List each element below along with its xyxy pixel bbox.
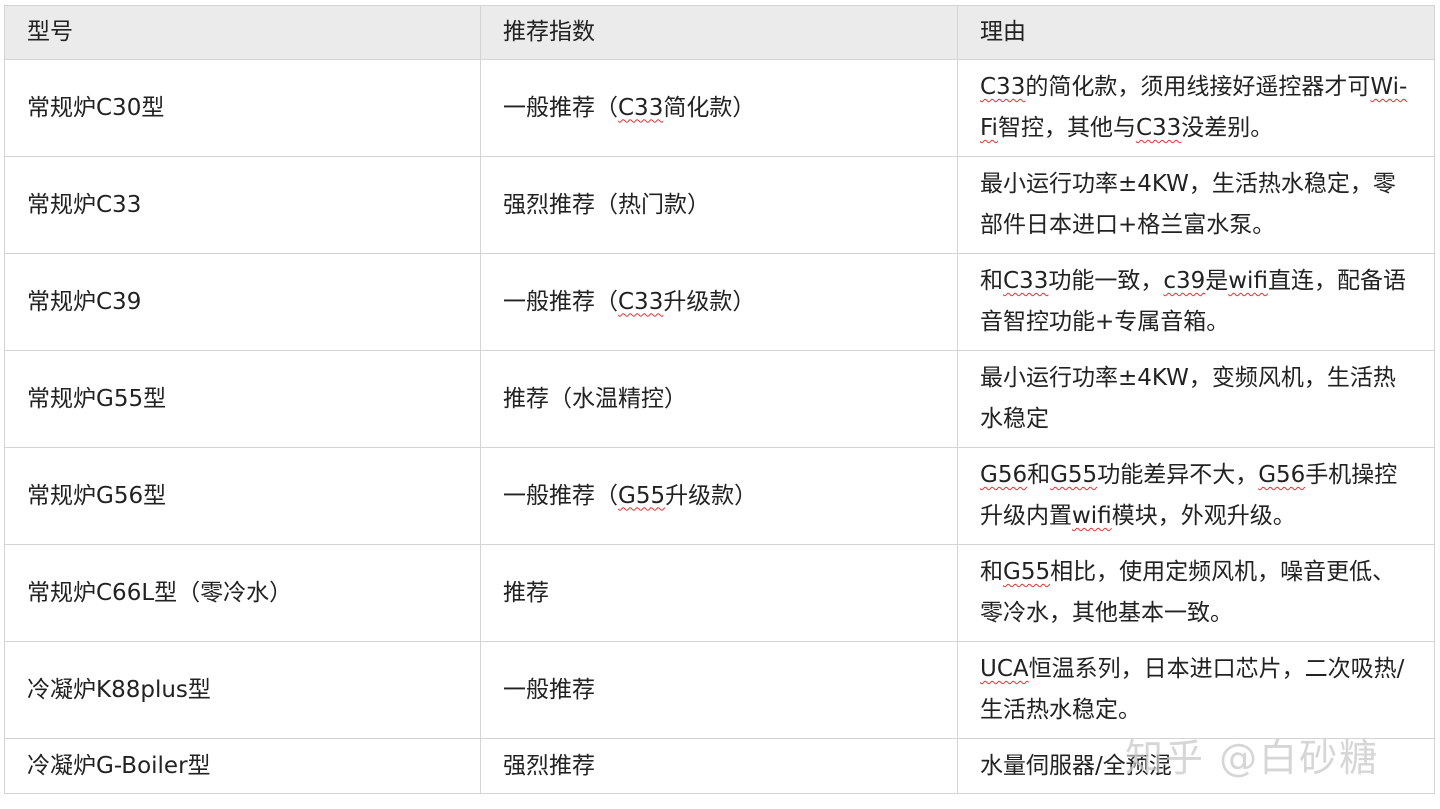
cell-rating: 强烈推荐	[480, 738, 958, 794]
table-row: 冷凝炉G-Boiler型 强烈推荐 水量伺服器/全预混	[4, 738, 1435, 794]
spellcheck-word: Wi-Fi	[980, 74, 1408, 141]
spellcheck-word: UCA	[980, 656, 1029, 682]
cell-rating: 推荐（水温精控）	[480, 350, 958, 448]
spellcheck-word: wifi	[1228, 268, 1268, 294]
spellcheck-word: C33	[618, 288, 664, 315]
boiler-comparison-table: 型号 推荐指数 理由 常规炉C30型 一般推荐（C33简化款） C33的简化款，须用…	[4, 5, 1435, 794]
cell-rating: 一般推荐（G55升级款）	[480, 447, 958, 545]
spellcheck-word: C33	[1135, 115, 1182, 141]
spellcheck-word: C33	[1003, 268, 1049, 294]
cell-reason: UCA恒温系列，日本进口芯片，二次吸热/生活热水稳定。	[957, 641, 1435, 739]
cell-reason: 和G55相比，使用定频风机，噪音更低、零冷水，其他基本一致。	[957, 544, 1435, 642]
spellcheck-word: G55	[1050, 462, 1098, 488]
cell-reason: G56和G55功能差异不大，G56手机操控升级内置wifi模块，外观升级。	[957, 447, 1435, 545]
table-row: 常规炉C30型 一般推荐（C33简化款） C33的简化款，须用线接好遥控器才可Wi-…	[4, 59, 1435, 157]
table-row: 常规炉C66L型（零冷水） 推荐 和G55相比，使用定频风机，噪音更低、零冷水，其他…	[4, 544, 1435, 642]
table-row: 常规炉C39 一般推荐（C33升级款） 和C33功能一致，c39是wifi直连，配备…	[4, 253, 1435, 351]
cell-model: 常规炉C66L型（零冷水）	[4, 544, 481, 642]
table-row: 常规炉G56型 一般推荐（G55升级款） G56和G55功能差异不大，G56手机操控…	[4, 447, 1435, 545]
cell-model: 常规炉C30型	[4, 59, 481, 157]
cell-model: 冷凝炉K88plus型	[4, 641, 481, 739]
spellcheck-word: c39	[1163, 268, 1206, 294]
header-row: 型号 推荐指数 理由	[4, 5, 1435, 60]
cell-rating: 推荐	[480, 544, 958, 642]
cell-rating: 一般推荐	[480, 641, 958, 739]
cell-reason: 水量伺服器/全预混	[957, 738, 1435, 794]
cell-reason: 最小运行功率±4KW，变频风机，生活热水稳定	[957, 350, 1435, 448]
header-rating: 推荐指数	[480, 5, 958, 60]
cell-model: 常规炉C33	[4, 156, 481, 254]
spellcheck-word: C33	[980, 74, 1026, 100]
cell-rating: 强烈推荐（热门款）	[480, 156, 958, 254]
spellcheck-word: C33	[618, 94, 664, 121]
cell-reason: 和C33功能一致，c39是wifi直连，配备语音智控功能+专属音箱。	[957, 253, 1435, 351]
cell-model: 常规炉G55型	[4, 350, 481, 448]
spellcheck-word: G56	[980, 462, 1028, 488]
table-row: 常规炉C33 强烈推荐（热门款） 最小运行功率±4KW，生活热水稳定，零部件日本进口…	[4, 156, 1435, 254]
table-row: 常规炉G55型 推荐（水温精控） 最小运行功率±4KW，变频风机，生活热水稳定	[4, 350, 1435, 448]
header-model: 型号	[4, 5, 481, 60]
spellcheck-word: G56	[1258, 462, 1306, 488]
cell-rating: 一般推荐（C33升级款）	[480, 253, 958, 351]
cell-model: 常规炉C39	[4, 253, 481, 351]
spellcheck-word: G55	[1003, 559, 1051, 585]
cell-model: 冷凝炉G-Boiler型	[4, 738, 481, 794]
spellcheck-word: G55	[618, 482, 666, 509]
spellcheck-word: wifi	[1072, 503, 1112, 529]
table-row: 冷凝炉K88plus型 一般推荐 UCA恒温系列，日本进口芯片，二次吸热/生活热水稳…	[4, 641, 1435, 739]
header-reason: 理由	[957, 5, 1435, 60]
cell-reason: C33的简化款，须用线接好遥控器才可Wi-Fi智控，其他与C33没差别。	[957, 59, 1435, 157]
cell-model: 常规炉G56型	[4, 447, 481, 545]
cell-rating: 一般推荐（C33简化款）	[480, 59, 958, 157]
cell-reason: 最小运行功率±4KW，生活热水稳定，零部件日本进口+格兰富水泵。	[957, 156, 1435, 254]
